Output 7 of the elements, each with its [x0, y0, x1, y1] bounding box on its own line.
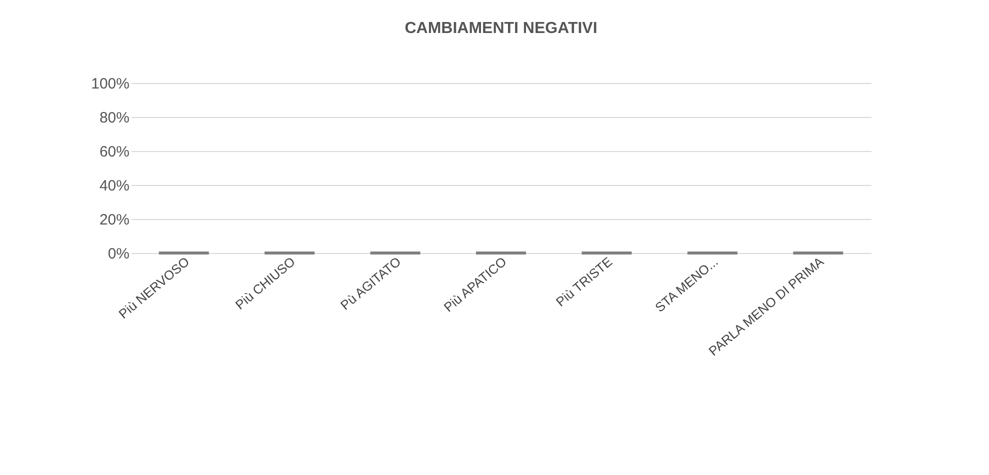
y-tick-label: 60% [99, 144, 130, 160]
y-tick-label: 20% [99, 212, 130, 228]
y-tick-label: 100% [91, 76, 130, 92]
y-tick-label: 80% [99, 110, 130, 126]
chart-title: CAMBIAMENTI NEGATIVI [404, 20, 598, 37]
y-tick-label: 0% [108, 246, 130, 262]
y-tick-label: 40% [99, 178, 130, 194]
